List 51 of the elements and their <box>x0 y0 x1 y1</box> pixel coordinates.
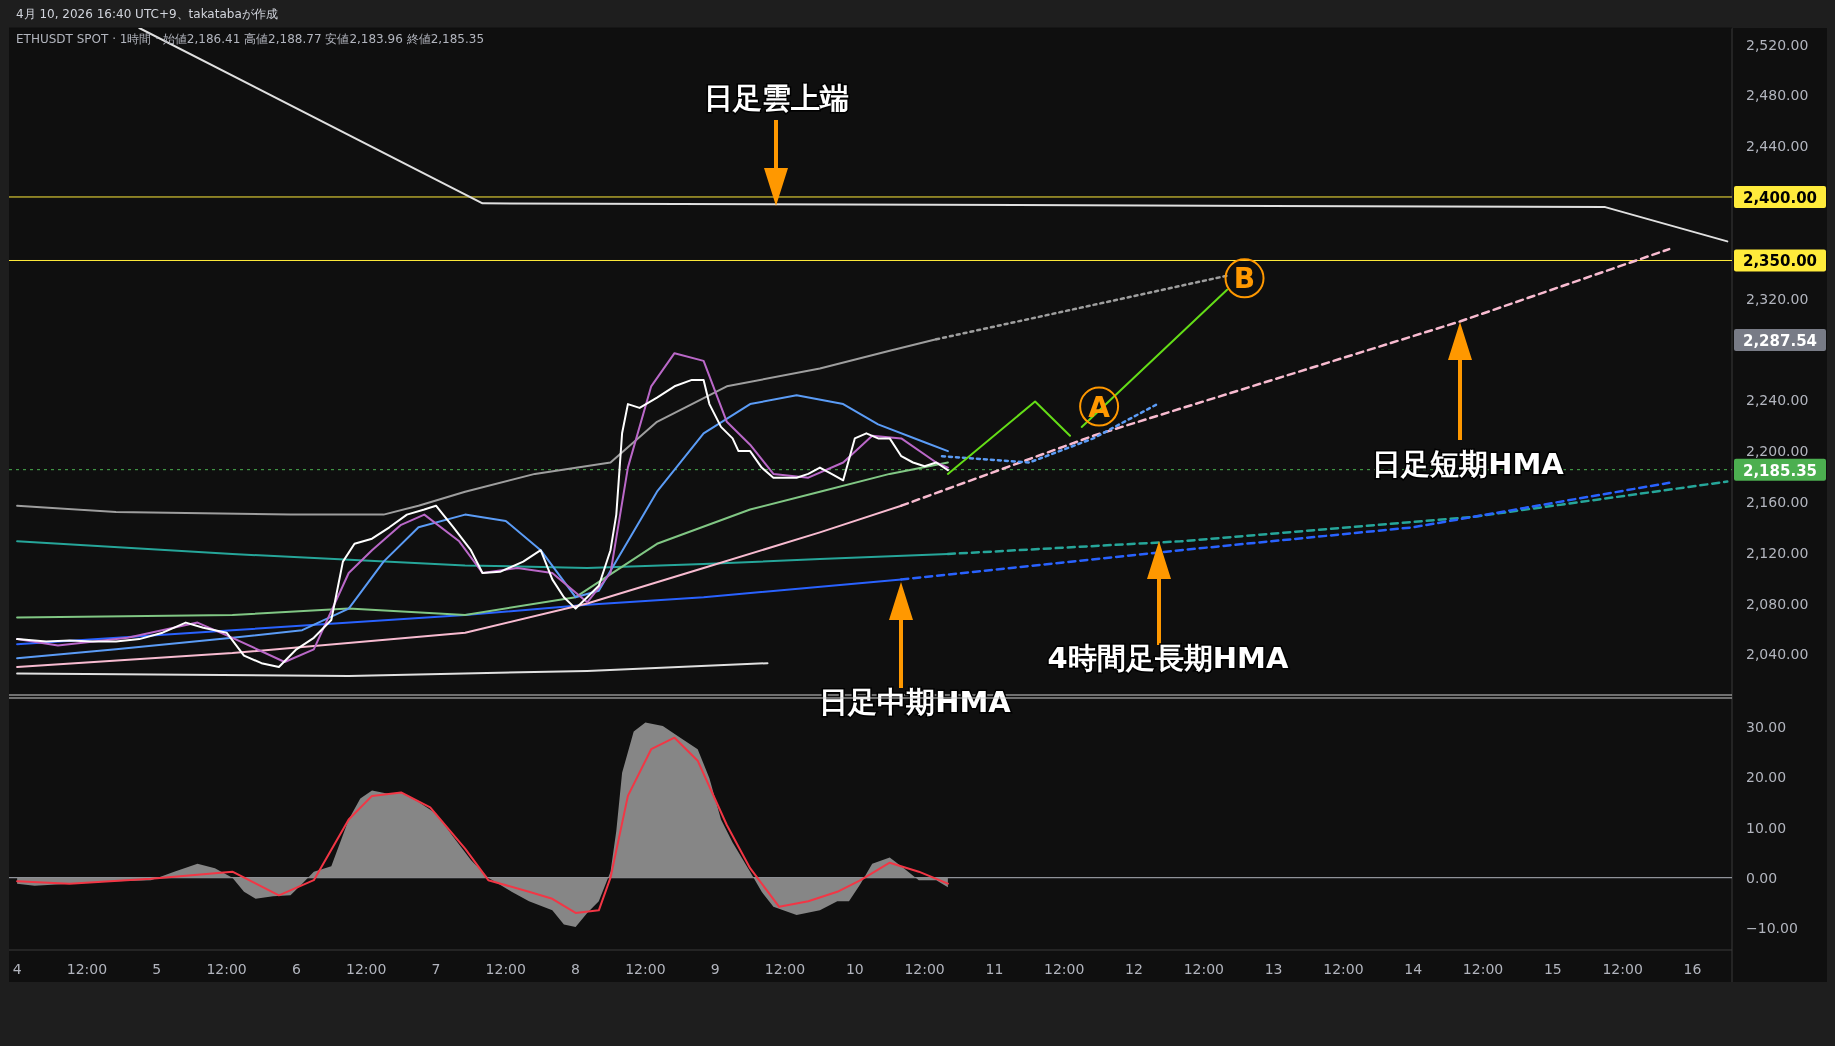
y-tick-label: 2,080.00 <box>1746 595 1809 612</box>
x-tick-label: 8 <box>571 961 581 977</box>
x-tick-label: 5 <box>152 961 162 977</box>
x-tick-label: 11 <box>985 961 1004 977</box>
x-tick-label: 7 <box>431 961 441 977</box>
y-tick-label: 10.00 <box>1746 819 1787 836</box>
x-tick-label: 12:00 <box>345 961 387 977</box>
x-tick-label: 14 <box>1404 961 1423 977</box>
x-tick-label: 12:00 <box>1323 961 1364 977</box>
x-tick-label: 12:00 <box>1183 961 1224 977</box>
y-tick-label: 20.00 <box>1746 769 1787 786</box>
annotation: B <box>1233 262 1256 296</box>
annotation: 日足中期HMA <box>819 685 1012 719</box>
x-tick-label: 16 <box>1683 961 1702 977</box>
x-tick-label: 15 <box>1543 961 1562 977</box>
y-tick-label: 2,480.00 <box>1746 87 1809 104</box>
x-tick-label: 10 <box>845 961 864 977</box>
y-tick-label: 2,120.00 <box>1746 544 1809 561</box>
ref-line-label: 2,400.00 <box>1742 188 1818 207</box>
y-tick-label: 2,160.00 <box>1746 493 1809 510</box>
x-tick-label: 12:00 <box>206 961 247 977</box>
x-tick-label: 12:00 <box>1602 961 1643 977</box>
y-tick-label: 2,440.00 <box>1746 138 1809 155</box>
x-tick-label: 12:00 <box>485 961 526 977</box>
text: 4月 10, 2026 16:40 UTC+9、takatabaが作成 <box>16 7 278 21</box>
y-tick-label: 30.00 <box>1746 719 1787 736</box>
annotation: 日足雲上端 <box>703 81 849 115</box>
y-tick-label: 2,200.00 <box>1746 443 1809 460</box>
x-tick-label: 12:00 <box>764 961 806 977</box>
ref-line-label: 2,350.00 <box>1742 252 1818 271</box>
annotation: 日足短期HMA <box>1372 447 1565 481</box>
x-tick-label: 4 <box>12 961 22 977</box>
x-tick-label: 12:00 <box>66 961 108 977</box>
x-tick-label: 13 <box>1264 961 1283 977</box>
annotation: 4時間足長期HMA <box>1047 641 1289 675</box>
annotation: ETHUSDT SPOT · 1時間 · 始値2,186.41 高値2,188.77 安値2,183.96 終値2,185.35 <box>16 32 485 46</box>
x-tick-label: 12:00 <box>904 961 945 977</box>
x-tick-label: 12:00 <box>1462 961 1504 977</box>
text: 2,287.54 <box>1742 332 1818 350</box>
y-tick-label: 2,320.00 <box>1746 290 1809 307</box>
x-tick-label: 12 <box>1125 961 1143 977</box>
y-tick-label: 2,520.00 <box>1746 36 1809 53</box>
y-tick-label: 2,240.00 <box>1746 392 1809 409</box>
y-tick-label: 0.00 <box>1746 869 1778 886</box>
x-tick-label: 12:00 <box>625 961 666 977</box>
ref-line-label: 2,185.35 <box>1742 461 1818 480</box>
y-tick-label: 2,040.00 <box>1746 646 1809 663</box>
x-tick-label: 12:00 <box>1044 961 1085 977</box>
y-tick-label: −10.00 <box>1746 919 1798 936</box>
x-tick-label: 9 <box>710 961 720 977</box>
x-tick-label: 6 <box>291 961 301 977</box>
